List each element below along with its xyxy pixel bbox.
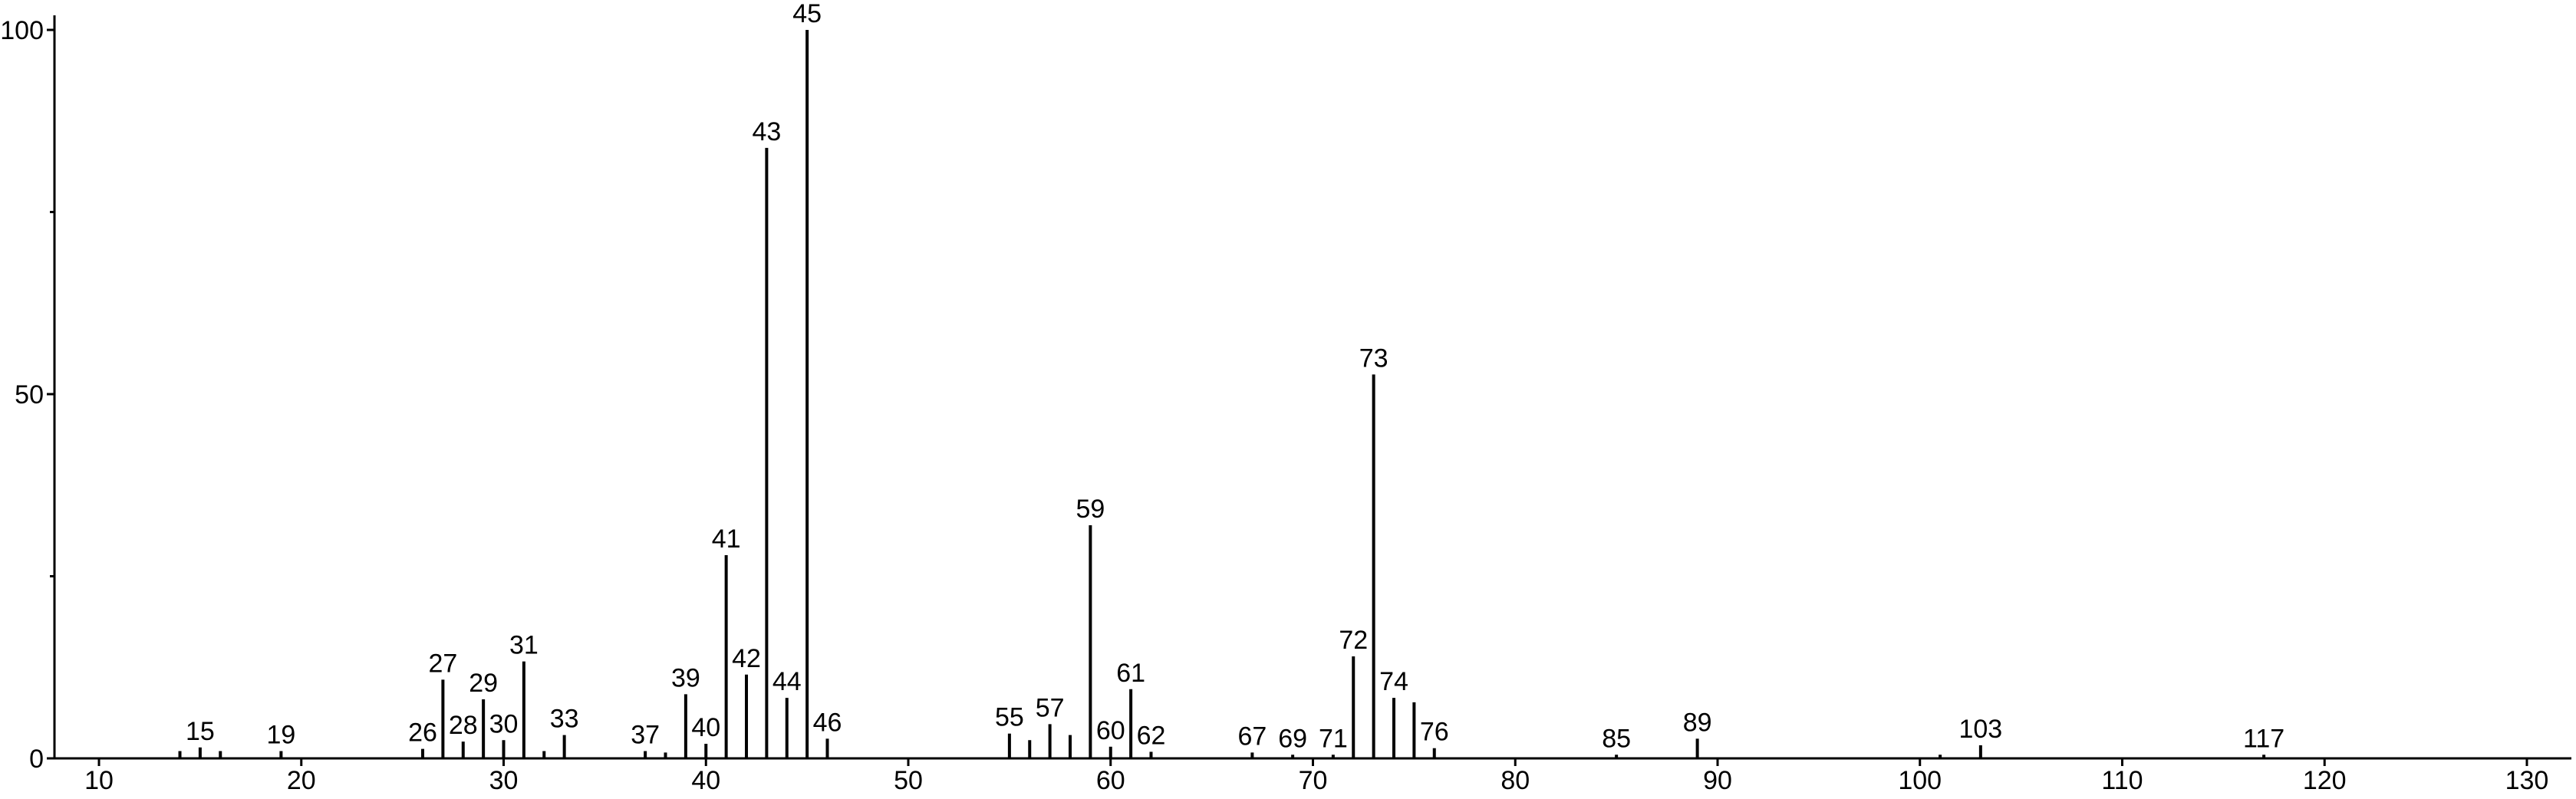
peak-label: 41 <box>712 524 741 554</box>
x-tick-label: 60 <box>1096 766 1125 795</box>
peak-label: 37 <box>631 721 660 750</box>
peak-label: 39 <box>671 663 700 692</box>
x-tick-label: 100 <box>1898 766 1942 795</box>
x-tick-label: 50 <box>894 766 923 795</box>
y-tick-label: 50 <box>15 380 44 409</box>
peak-label: 103 <box>1958 715 2002 744</box>
peak-label: 61 <box>1116 659 1145 688</box>
peak-label: 60 <box>1096 716 1125 745</box>
x-tick-label: 80 <box>1500 766 1530 795</box>
x-tick-label: 130 <box>2505 766 2549 795</box>
peak-label: 28 <box>449 711 478 740</box>
y-tick-label: 0 <box>29 745 44 774</box>
x-tick-label: 90 <box>1703 766 1732 795</box>
peak-label: 85 <box>1602 724 1631 753</box>
x-tick-label: 20 <box>287 766 316 795</box>
peak-label: 71 <box>1319 724 1348 753</box>
x-tick-label: 40 <box>691 766 720 795</box>
x-tick-label: 120 <box>2303 766 2347 795</box>
peak-label: 43 <box>752 117 781 146</box>
peak-label: 26 <box>408 718 437 748</box>
peak-label: 72 <box>1339 626 1368 655</box>
peak-label: 73 <box>1359 344 1388 373</box>
peak-label: 30 <box>489 709 519 738</box>
peak-label: 33 <box>550 705 579 734</box>
peak-label: 27 <box>428 649 457 678</box>
x-tick-label: 70 <box>1299 766 1328 795</box>
peak-label: 62 <box>1137 721 1166 750</box>
peak-label: 40 <box>691 713 720 742</box>
y-tick-label: 100 <box>0 16 44 45</box>
peak-label: 55 <box>995 703 1024 732</box>
peak-label: 29 <box>469 669 498 698</box>
peak-label: 69 <box>1278 724 1307 753</box>
peak-label: 42 <box>732 644 761 673</box>
peak-label: 19 <box>266 721 295 750</box>
peak-label: 74 <box>1379 667 1408 696</box>
x-tick-label: 110 <box>2101 766 2143 795</box>
peak-label: 15 <box>186 717 215 746</box>
peak-label: 57 <box>1036 693 1065 722</box>
x-tick-label: 30 <box>489 766 519 795</box>
peak-label: 89 <box>1683 708 1712 737</box>
peak-label: 117 <box>2243 724 2284 753</box>
peak-label: 46 <box>813 708 842 737</box>
peak-label: 31 <box>509 631 539 660</box>
peak-label: 45 <box>792 0 822 28</box>
peak-label: 67 <box>1237 722 1267 751</box>
peak-label: 59 <box>1076 495 1105 524</box>
peak-label: 76 <box>1420 718 1449 747</box>
peak-label: 44 <box>772 667 802 696</box>
x-tick-label: 10 <box>84 766 114 795</box>
